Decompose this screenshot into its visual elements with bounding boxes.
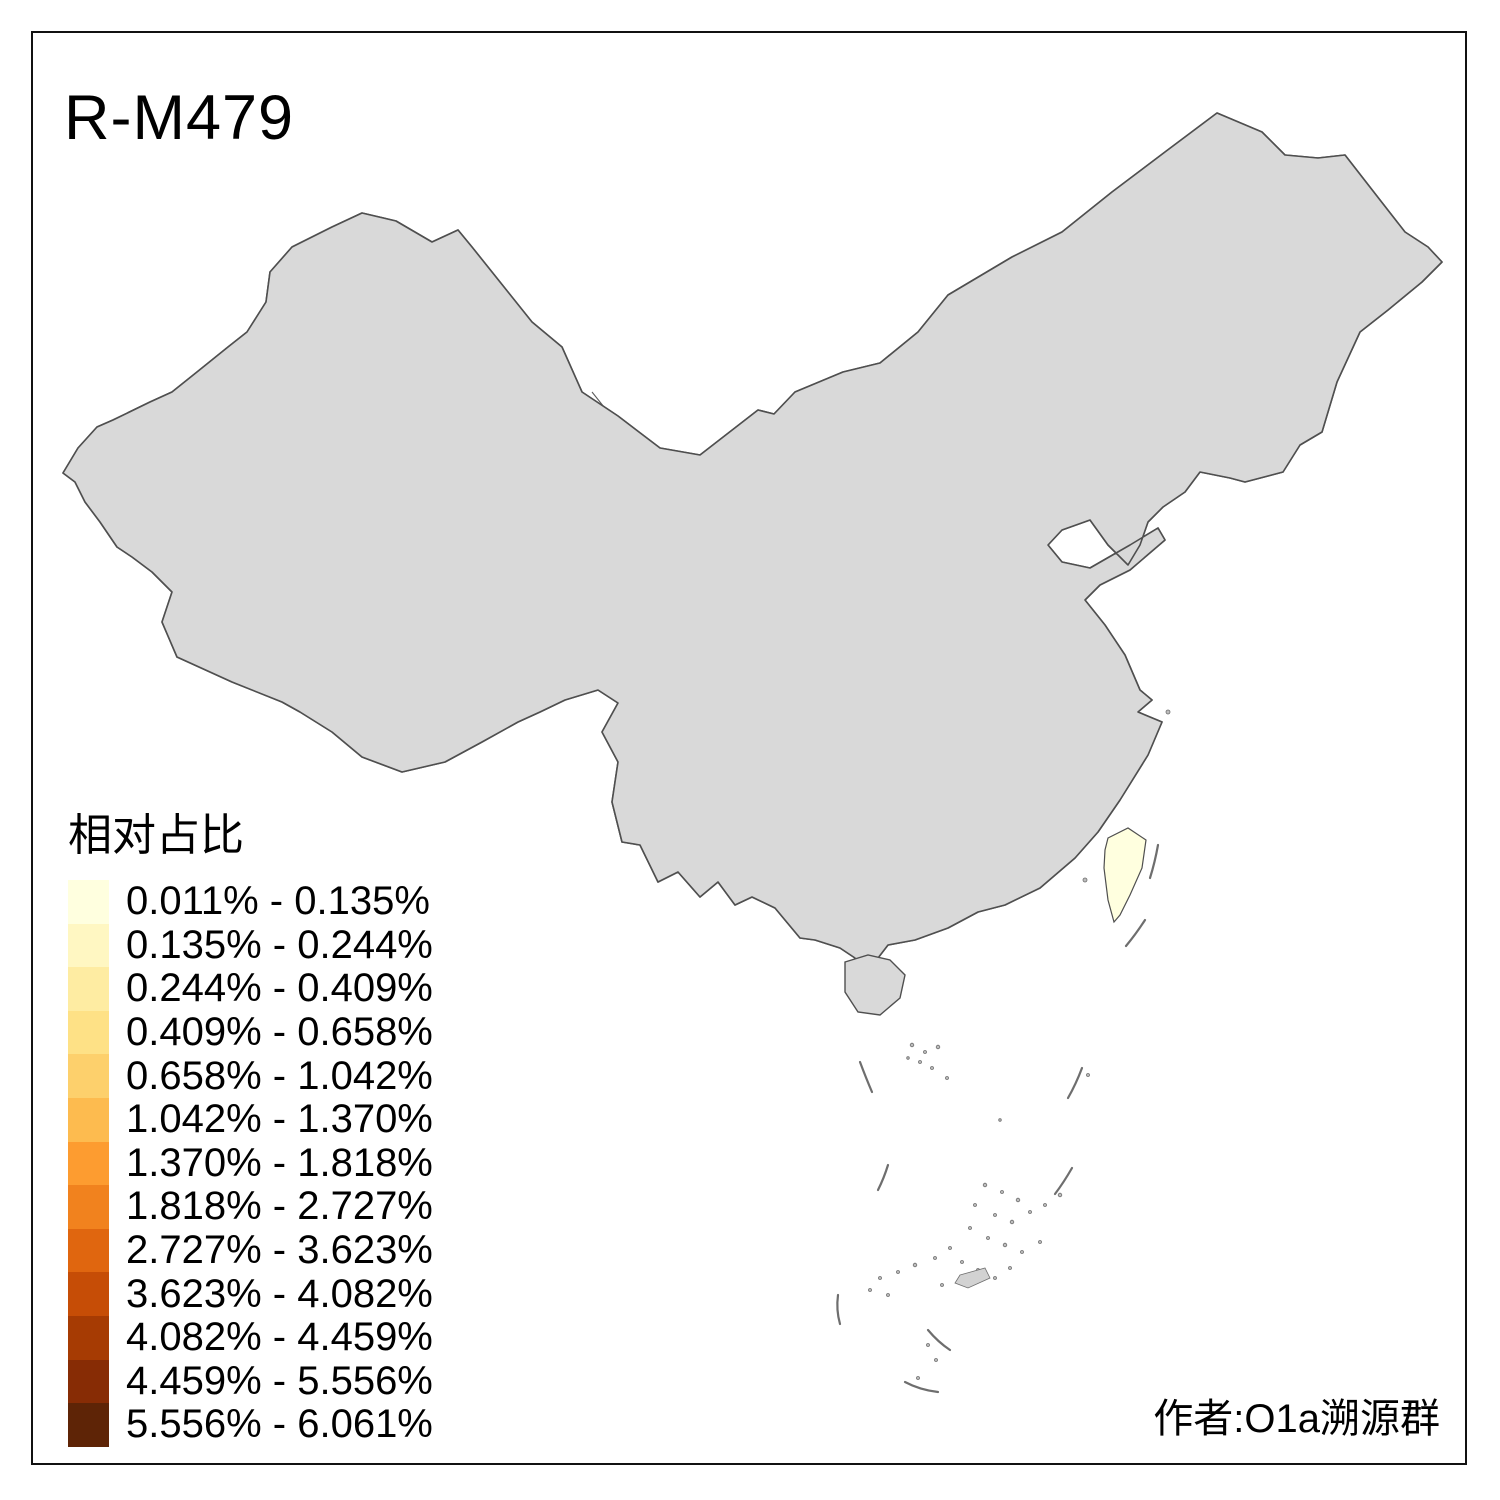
- legend-row: 0.409% - 0.658%: [68, 1010, 433, 1055]
- legend-row: 0.135% - 0.244%: [68, 922, 433, 968]
- legend-row: 3.623% - 4.082%: [68, 1272, 433, 1316]
- region-taiwan: [1103, 827, 1147, 924]
- legend-row: 0.244% - 0.409%: [68, 966, 433, 1011]
- legend-row: 5.556% - 6.061%: [68, 1402, 433, 1447]
- legend-swatch-class-1: [68, 880, 109, 924]
- legend-swatch-class-2: [68, 923, 109, 968]
- legend: 相对占比 0.011% - 0.135% 0.135% - 0.244% 0.244…: [68, 812, 433, 1447]
- legend-label: 0.011% - 0.135%: [126, 879, 430, 924]
- legend-swatch-class-12: [68, 1359, 109, 1404]
- legend-label: 1.370% - 1.818%: [126, 1140, 433, 1185]
- legend-swatch-class-13: [68, 1403, 109, 1447]
- legend-label: 1.818% - 2.727%: [126, 1184, 433, 1229]
- legend-label: 5.556% - 6.061%: [126, 1402, 433, 1447]
- legend-label: 0.244% - 0.409%: [126, 966, 433, 1011]
- hainan-island: [844, 954, 906, 1016]
- legend-swatch-class-7: [68, 1141, 109, 1186]
- legend-label: 3.623% - 4.082%: [126, 1271, 433, 1316]
- legend-swatch-class-6: [68, 1097, 109, 1142]
- nine-dash-line: [836, 843, 1160, 1394]
- legend-row: 2.727% - 3.623%: [68, 1228, 433, 1273]
- legend-row: 0.011% - 0.135%: [68, 879, 433, 924]
- legend-label: 0.135% - 0.244%: [126, 922, 433, 967]
- attribution: 作者:O1a溯源群: [1153, 1397, 1440, 1441]
- legend-swatch-class-11: [68, 1315, 109, 1360]
- south-china-sea-islands: [868, 709, 1171, 1380]
- legend-label: 4.082% - 4.459%: [126, 1315, 433, 1360]
- legend-label: 1.042% - 1.370%: [126, 1097, 433, 1142]
- legend-swatch-class-10: [68, 1272, 109, 1316]
- legend-label: 4.459% - 5.556%: [126, 1358, 433, 1403]
- legend-label: 0.658% - 1.042%: [126, 1053, 433, 1098]
- legend-swatch-class-8: [68, 1185, 109, 1229]
- legend-row: 1.042% - 1.370%: [68, 1097, 433, 1142]
- legend-row: 1.818% - 2.727%: [68, 1184, 433, 1229]
- legend-row: 0.658% - 1.042%: [68, 1054, 433, 1098]
- legend-label: 2.727% - 3.623%: [126, 1228, 433, 1273]
- legend-row: 4.459% - 5.556%: [68, 1358, 433, 1404]
- legend-title: 相对占比: [68, 811, 244, 860]
- page-title: R-M479: [64, 83, 295, 153]
- legend-swatch-class-3: [68, 967, 109, 1011]
- legend-swatch-class-5: [68, 1054, 109, 1098]
- legend-label: 0.409% - 0.658%: [126, 1010, 433, 1055]
- legend-swatch-class-4: [68, 1010, 109, 1055]
- legend-rows: 0.011% - 0.135% 0.135% - 0.244% 0.244% - 0…: [68, 879, 433, 1447]
- legend-row: 4.082% - 4.459%: [68, 1315, 433, 1360]
- legend-swatch-class-9: [68, 1228, 109, 1273]
- legend-row: 1.370% - 1.818%: [68, 1140, 433, 1186]
- plot-border: [31, 31, 1467, 1465]
